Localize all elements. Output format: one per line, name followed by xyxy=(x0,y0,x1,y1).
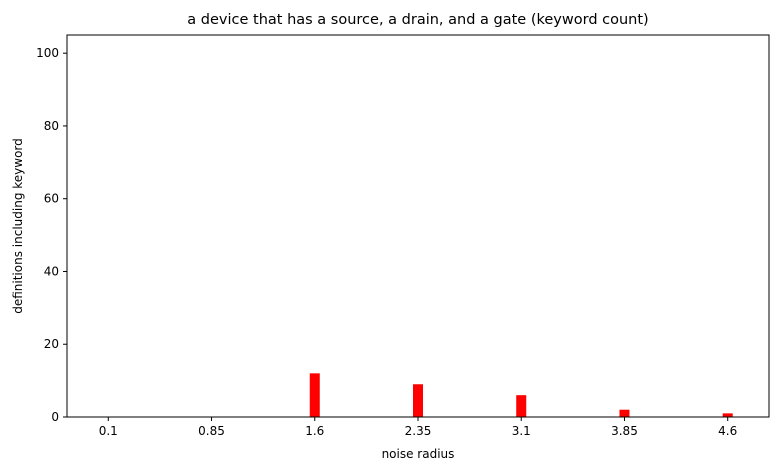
x-tick-label: 1.6 xyxy=(305,424,324,438)
y-tick-label: 60 xyxy=(44,192,59,206)
x-tick-label: 0.85 xyxy=(198,424,225,438)
y-tick-label: 40 xyxy=(44,264,59,278)
bar-4.6 xyxy=(722,413,733,417)
bar-1.6 xyxy=(309,373,320,417)
y-tick-label: 80 xyxy=(44,119,59,133)
x-tick-label: 4.6 xyxy=(718,424,737,438)
bar-3.1 xyxy=(516,395,527,417)
y-ticks: 0 20 40 60 80 100 xyxy=(36,46,67,424)
plot-frame xyxy=(66,34,770,418)
x-tick-label: 2.35 xyxy=(405,424,432,438)
y-tick-label: 20 xyxy=(44,337,59,351)
y-tick-label: 100 xyxy=(36,46,59,60)
x-ticks: 0.1 0.85 1.6 2.35 3.1 3.85 4.6 xyxy=(99,417,737,438)
chart-title: a device that has a source, a drain, and… xyxy=(187,12,648,28)
x-axis-label: noise radius xyxy=(382,447,455,461)
bar-3.85 xyxy=(619,409,630,417)
y-axis-label: definitions including keyword xyxy=(11,138,25,314)
x-tick-label: 0.1 xyxy=(99,424,118,438)
bars-group xyxy=(309,373,733,417)
y-tick-label: 0 xyxy=(51,410,59,424)
bar-2.35 xyxy=(413,384,423,417)
x-tick-label: 3.1 xyxy=(512,424,531,438)
x-tick-label: 3.85 xyxy=(611,424,638,438)
